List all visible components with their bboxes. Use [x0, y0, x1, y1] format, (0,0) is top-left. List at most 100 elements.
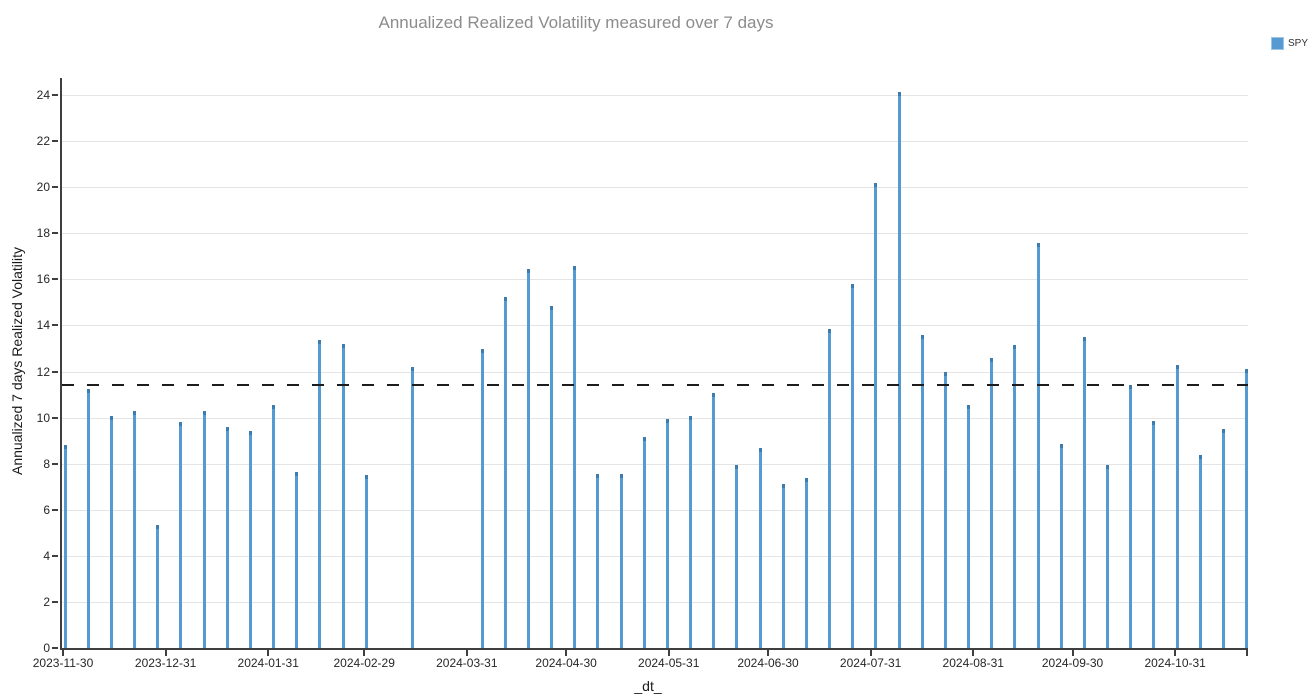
- y-tick-label: 10: [36, 410, 50, 425]
- y-tick-label: 14: [36, 318, 50, 333]
- bar-2023-11-30[interactable]: [63, 445, 67, 648]
- bar-2024-03-14[interactable]: [411, 366, 415, 648]
- bar-2024-08-29[interactable]: [967, 404, 971, 648]
- bar-2024-10-17[interactable]: [1129, 385, 1133, 648]
- x-axis-tick: [267, 650, 270, 656]
- bar-2024-01-25[interactable]: [248, 431, 252, 648]
- y-axis-tick: [52, 554, 58, 557]
- x-axis-tick: [869, 650, 872, 656]
- bar-2024-07-04[interactable]: [781, 484, 785, 648]
- bar-2024-08-15[interactable]: [920, 334, 924, 648]
- x-axis-tick: [62, 650, 64, 656]
- bar-2024-07-11[interactable]: [804, 477, 808, 648]
- bar-2024-09-12[interactable]: [1013, 345, 1017, 648]
- bar-2023-12-28[interactable]: [156, 524, 160, 648]
- x-tick-label: 2024-10-31: [1144, 656, 1206, 670]
- bar-2024-11-14[interactable]: [1222, 429, 1225, 648]
- legend-swatch-icon: [1271, 37, 1284, 50]
- x-axis-tick: [667, 650, 670, 656]
- y-axis-tick: [52, 94, 58, 97]
- bar-2024-05-16[interactable]: [619, 474, 623, 648]
- y-axis-tick: [52, 508, 58, 511]
- bar-2024-07-25[interactable]: [851, 284, 855, 648]
- gridline: [62, 95, 1248, 97]
- legend-item-spy[interactable]: SPY: [1271, 37, 1308, 50]
- bar-2023-12-07[interactable]: [86, 388, 90, 648]
- bar-2024-08-01[interactable]: [874, 182, 878, 648]
- x-axis-tick: [972, 650, 975, 656]
- y-tick-label: 18: [36, 226, 50, 241]
- x-axis-tick: [164, 650, 167, 656]
- x-tick-label: 2023-11-30: [32, 656, 94, 670]
- y-axis-tick: [52, 232, 58, 235]
- bar-2024-10-24[interactable]: [1152, 421, 1156, 648]
- y-axis-tick: [52, 647, 58, 649]
- x-tick-label: 2024-04-30: [535, 656, 597, 670]
- bar-2024-05-23[interactable]: [642, 437, 646, 648]
- bar-2024-05-09[interactable]: [596, 474, 600, 648]
- bar-2024-06-20[interactable]: [735, 464, 739, 648]
- bar-2024-08-22[interactable]: [943, 371, 947, 648]
- bar-2024-02-22[interactable]: [341, 343, 345, 648]
- bar-2024-08-08[interactable]: [897, 91, 901, 648]
- y-tick-label: 0: [43, 641, 50, 655]
- x-axis-end-tick: [1246, 650, 1248, 656]
- plot-area: [60, 78, 1249, 650]
- bar-2024-09-26[interactable]: [1059, 444, 1063, 648]
- bar-2023-12-14[interactable]: [109, 416, 113, 648]
- legend-label: SPY: [1288, 38, 1309, 49]
- x-axis-tick: [1174, 650, 1177, 656]
- bar-2024-02-15[interactable]: [318, 340, 322, 648]
- bar-2024-11-21[interactable]: [1245, 369, 1249, 648]
- x-axis-tick: [565, 650, 568, 656]
- bar-2024-06-27[interactable]: [758, 447, 762, 648]
- bar-2024-05-02[interactable]: [573, 265, 577, 648]
- y-axis-tick: [52, 370, 58, 373]
- bar-2024-01-11[interactable]: [202, 410, 206, 648]
- y-tick-label: 16: [36, 272, 50, 287]
- x-axis-title: _dt_: [634, 678, 662, 694]
- x-tick-label: 2024-09-30: [1041, 656, 1104, 670]
- x-tick-label: 2024-07-31: [839, 656, 902, 670]
- bar-2024-02-08[interactable]: [295, 471, 299, 648]
- bar-2024-10-31[interactable]: [1175, 364, 1179, 648]
- gridline: [62, 509, 1248, 511]
- bar-2024-11-07[interactable]: [1198, 454, 1202, 648]
- bar-2024-06-06[interactable]: [689, 416, 693, 648]
- y-tick-label: 8: [43, 456, 50, 471]
- x-tick-label: 2024-05-31: [638, 656, 700, 670]
- gridline: [62, 371, 1248, 373]
- y-axis-tick: [52, 324, 58, 327]
- mean-reference-line: [62, 384, 1248, 387]
- bar-2024-04-04[interactable]: [480, 348, 484, 648]
- x-axis-tick: [767, 650, 770, 656]
- y-axis-tick: [52, 416, 58, 419]
- bar-2023-12-21[interactable]: [133, 410, 136, 648]
- y-axis-tick: [52, 278, 58, 281]
- y-tick-label: 24: [36, 88, 50, 103]
- bar-2024-06-13[interactable]: [712, 393, 716, 648]
- bar-2024-09-05[interactable]: [990, 357, 994, 648]
- bar-2024-04-18[interactable]: [526, 269, 530, 648]
- bar-2024-10-03[interactable]: [1082, 337, 1086, 648]
- bar-2024-01-04[interactable]: [179, 422, 183, 648]
- y-tick-label: 12: [36, 364, 50, 379]
- bar-2024-09-19[interactable]: [1036, 242, 1040, 648]
- bar-2024-10-10[interactable]: [1106, 464, 1110, 648]
- gridline: [62, 417, 1248, 419]
- bar-2024-05-30[interactable]: [665, 418, 669, 648]
- bar-2024-04-25[interactable]: [550, 305, 554, 648]
- y-tick-label: 6: [43, 502, 50, 517]
- bar-2024-01-18[interactable]: [225, 426, 229, 648]
- y-axis-tick: [52, 140, 58, 143]
- x-tick-label: 2024-08-31: [942, 656, 1004, 670]
- gridline: [62, 233, 1248, 235]
- x-axis-tick: [465, 650, 468, 656]
- y-tick-label: 4: [43, 548, 50, 563]
- gridline: [62, 279, 1248, 281]
- bar-2024-02-01[interactable]: [272, 404, 276, 648]
- y-tick-label: 2: [43, 594, 50, 609]
- bar-2024-07-18[interactable]: [828, 328, 832, 648]
- bar-2024-02-29[interactable]: [364, 475, 368, 648]
- bar-2024-04-11[interactable]: [503, 296, 507, 648]
